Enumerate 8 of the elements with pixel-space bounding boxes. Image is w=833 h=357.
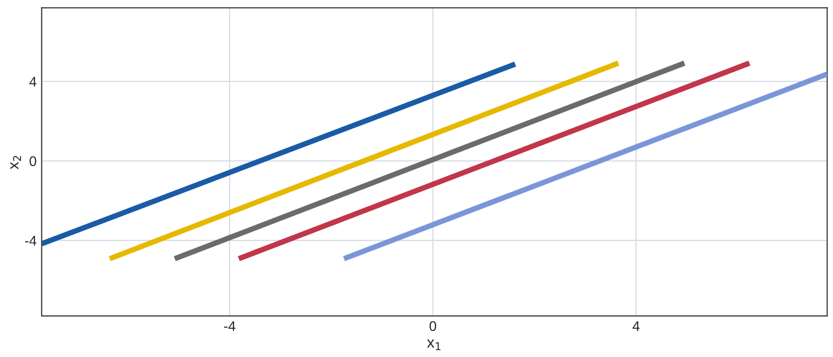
x-tick-label: 0 xyxy=(430,321,436,332)
x-tick-label: 4 xyxy=(632,321,640,331)
x-axis-title: x$_{1}$ xyxy=(427,340,440,350)
y-tick-label: 4 xyxy=(29,76,36,86)
y-tick-label: 0 xyxy=(30,156,36,166)
y-tick-label: -4 xyxy=(25,236,36,246)
y-axis-title: x$_{2}$ xyxy=(10,156,21,170)
x-tick-label: -4 xyxy=(224,321,236,331)
